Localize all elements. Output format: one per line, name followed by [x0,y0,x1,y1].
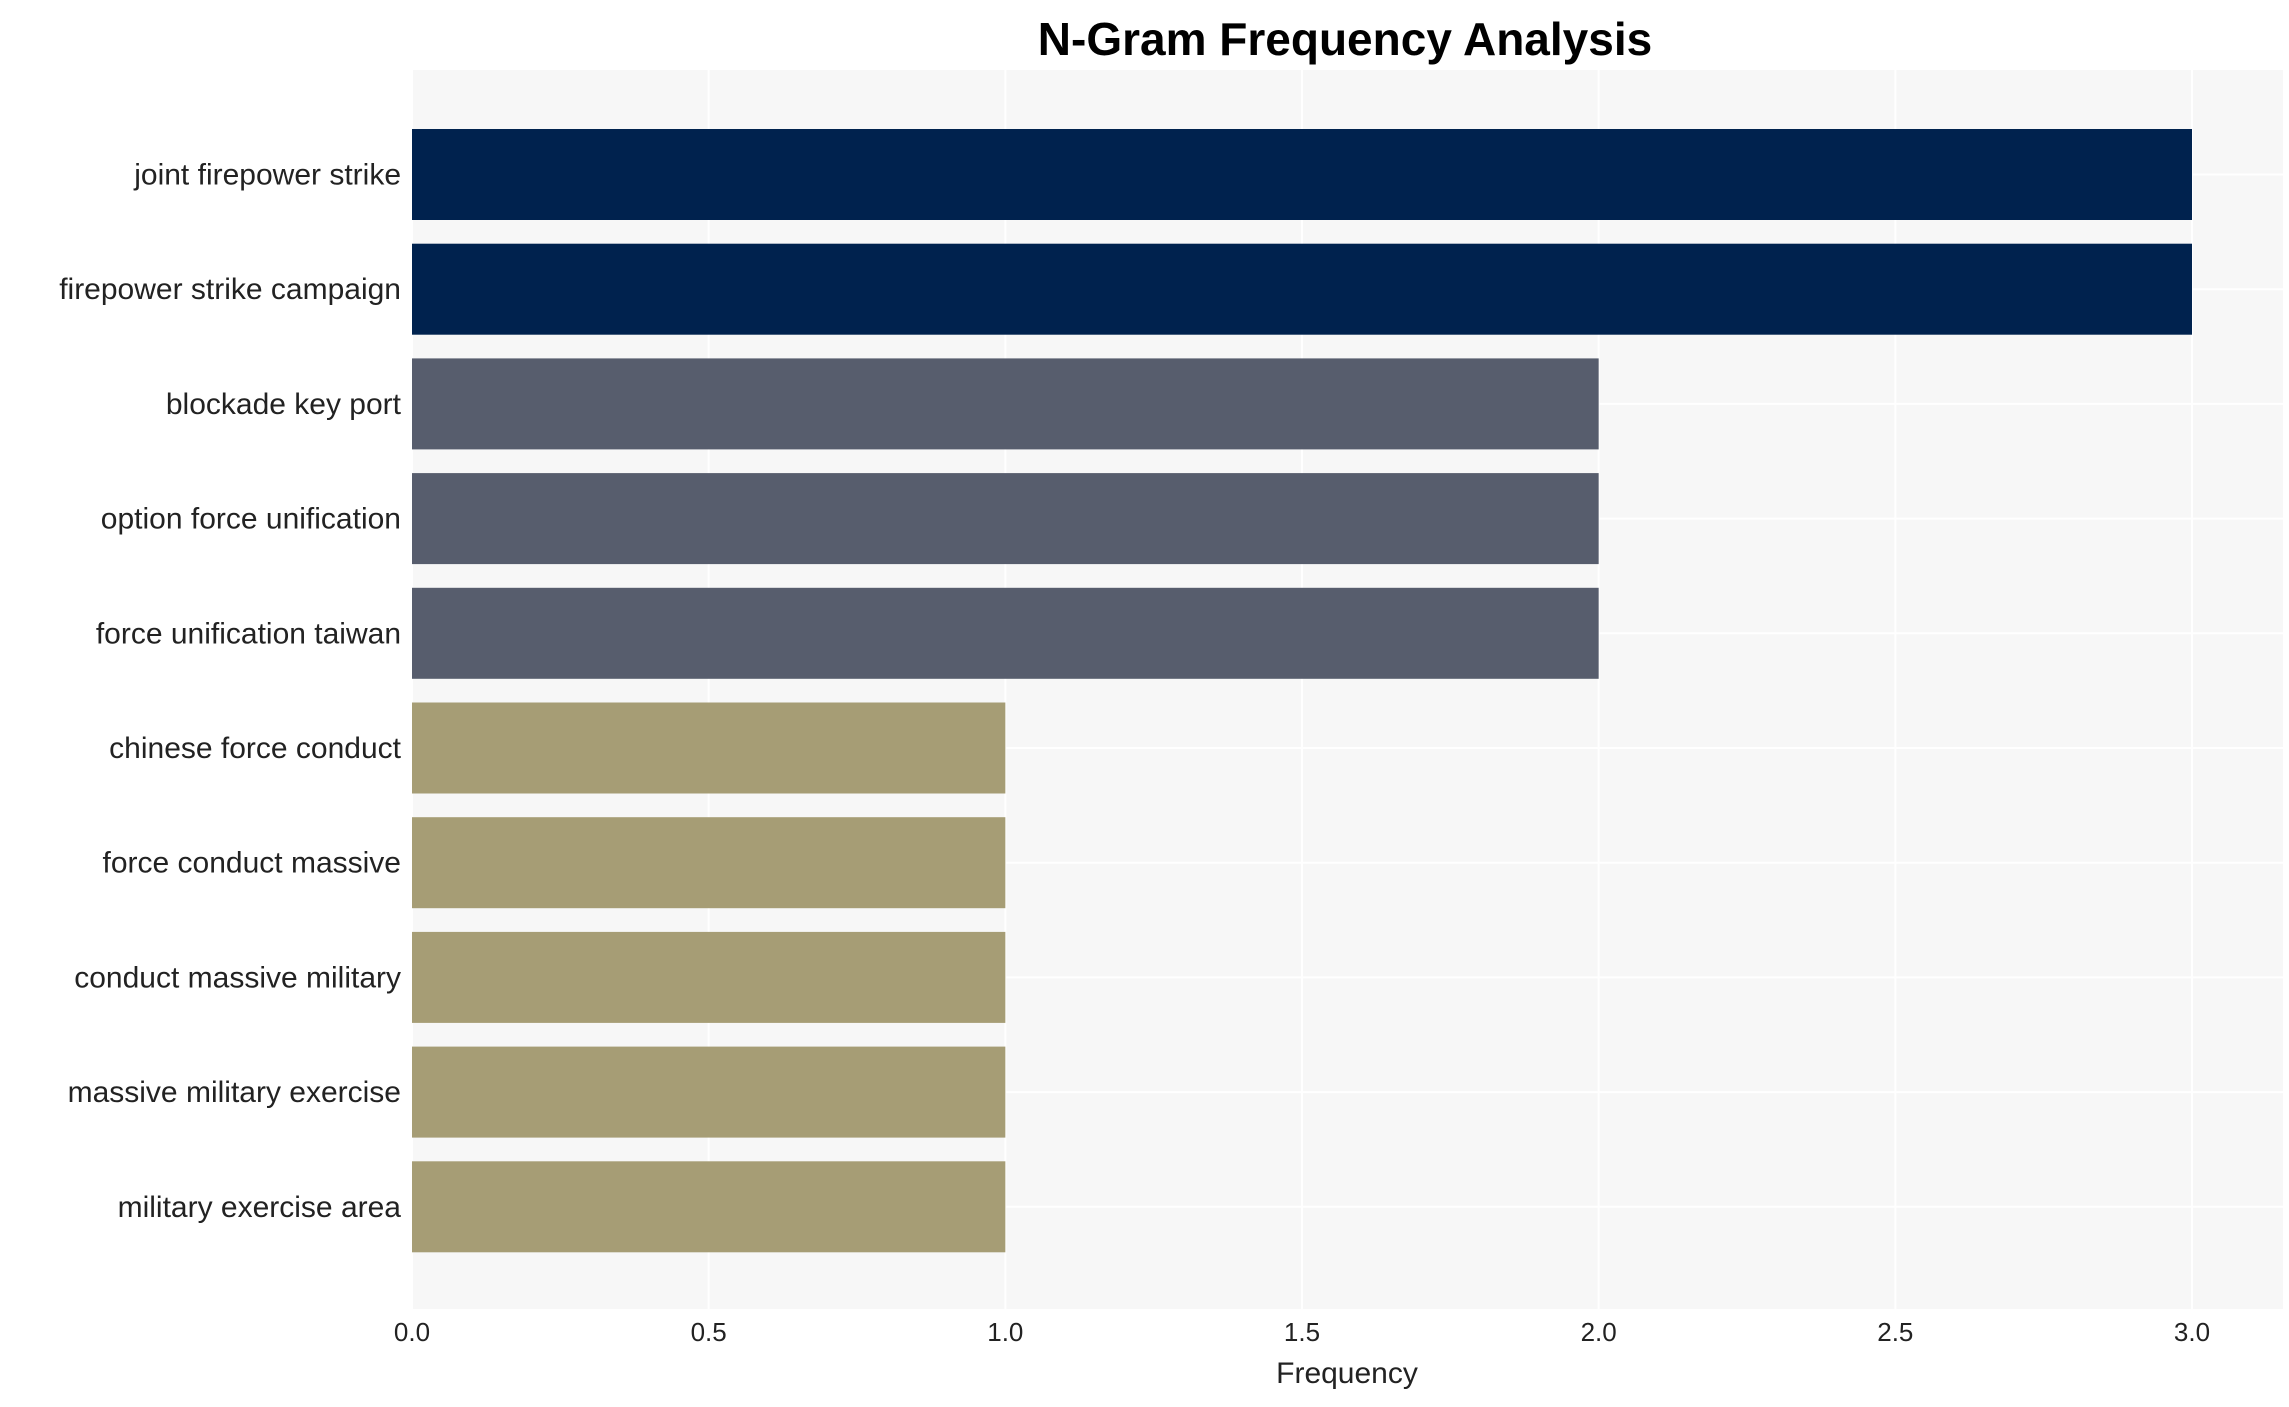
y-tick-label: massive military exercise [68,1076,401,1109]
bar [412,702,1006,794]
y-tick-label: force conduct massive [103,847,401,880]
bar [412,931,1006,1023]
y-tick-label: firepower strike campaign [59,273,401,306]
x-tick-label: 2.0 [1581,1317,1617,1347]
y-tick-label: military exercise area [118,1191,402,1224]
y-tick-label: option force unification [101,503,401,536]
x-axis-label: Frequency [1276,1357,1418,1390]
y-tick-label: joint firepower strike [133,159,401,192]
x-tick-label: 1.5 [1284,1317,1320,1347]
y-tick-label: force unification taiwan [96,617,401,650]
bar [412,473,1599,565]
bar [412,817,1006,909]
bar [412,1161,1006,1253]
bar [412,358,1599,450]
x-tick-label: 0.5 [691,1317,727,1347]
y-tick-label: conduct massive military [74,961,401,994]
bar [412,129,2192,220]
x-tick-label: 3.0 [2174,1317,2210,1347]
y-tick-label: blockade key port [166,388,402,421]
bar [412,587,1599,679]
y-tick-label: chinese force conduct [109,732,402,765]
bar [412,1046,1006,1138]
x-tick-label: 2.5 [1877,1317,1913,1347]
chart-title: N-Gram Frequency Analysis [1038,13,1652,65]
x-tick-label: 0.0 [394,1317,430,1347]
bar [412,243,2192,335]
x-tick-label: 1.0 [987,1317,1023,1347]
